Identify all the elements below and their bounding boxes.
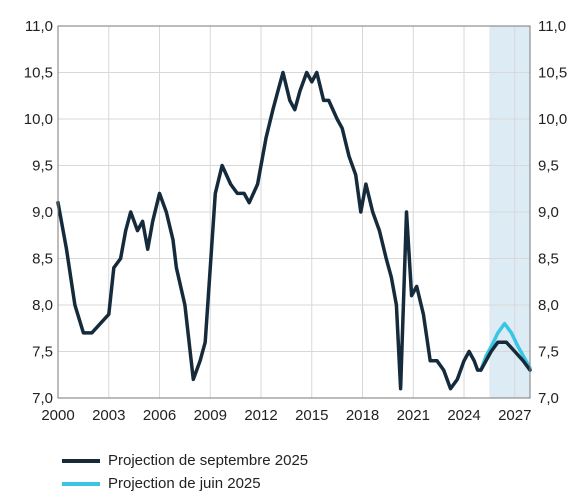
x-tick-label: 2021	[397, 407, 430, 424]
y-tick-label-left: 9,0	[32, 204, 53, 221]
y-tick-label-left: 7,5	[32, 344, 53, 361]
y-tick-label-left: 8,0	[32, 297, 53, 314]
tick-labels: 7,0 7,0 7,5 7,5 8,0 8,0 8,5 8,5 9,0 9,0 9,5 9,5 10,0…	[24, 18, 567, 424]
x-tick-label: 2018	[346, 407, 379, 424]
y-tick-label-right: 7,0	[538, 390, 559, 407]
legend-item-september: Projection de septembre 2025	[62, 449, 308, 472]
x-tick-label: 2012	[244, 407, 277, 424]
x-tick-label: 2015	[295, 407, 328, 424]
legend-label-september: Projection de septembre 2025	[108, 452, 309, 469]
y-tick-label-right: 9,5	[538, 158, 559, 175]
series-lines	[56, 70, 532, 391]
y-tick-label-left: 10,5	[24, 65, 53, 82]
unemployment-line-chart: 7,0 7,0 7,5 7,5 8,0 8,0 8,5 8,5 9,0 9,0 9,5 9,5 10,0…	[24, 18, 567, 424]
legend-label-june: Projection de juin 2025	[108, 475, 261, 492]
legend-item-june: Projection de juin 2025	[62, 472, 308, 495]
legend-swatch-june	[62, 481, 100, 486]
gridlines	[57, 25, 530, 399]
y-tick-label-left: 8,5	[32, 251, 53, 268]
y-tick-label-right: 8,5	[538, 251, 559, 268]
series-line	[479, 321, 532, 372]
y-tick-label-left: 10,0	[24, 111, 53, 128]
legend-swatch-september	[62, 458, 100, 463]
y-tick-label-right: 9,0	[538, 204, 559, 221]
x-tick-label: 2027	[498, 407, 531, 424]
x-tick-label: 2000	[41, 407, 74, 424]
y-tick-label-left: 11,0	[25, 18, 53, 35]
y-tick-label-right: 10,0	[538, 111, 567, 128]
x-tick-label: 2003	[92, 407, 125, 424]
x-tick-label: 2009	[194, 407, 227, 424]
y-tick-label-left: 7,0	[32, 390, 53, 407]
x-tick-label: 2006	[143, 407, 176, 424]
x-tick-label: 2024	[447, 407, 480, 424]
y-tick-label-right: 10,5	[538, 65, 567, 82]
y-tick-label-left: 9,5	[32, 158, 53, 175]
legend: Projection de septembre 2025 Projection …	[62, 449, 308, 495]
y-tick-label-right: 8,0	[538, 297, 559, 314]
y-tick-label-right: 11,0	[538, 18, 566, 35]
plot-frame	[57, 25, 531, 399]
y-tick-label-right: 7,5	[538, 344, 559, 361]
series-line	[56, 70, 532, 391]
